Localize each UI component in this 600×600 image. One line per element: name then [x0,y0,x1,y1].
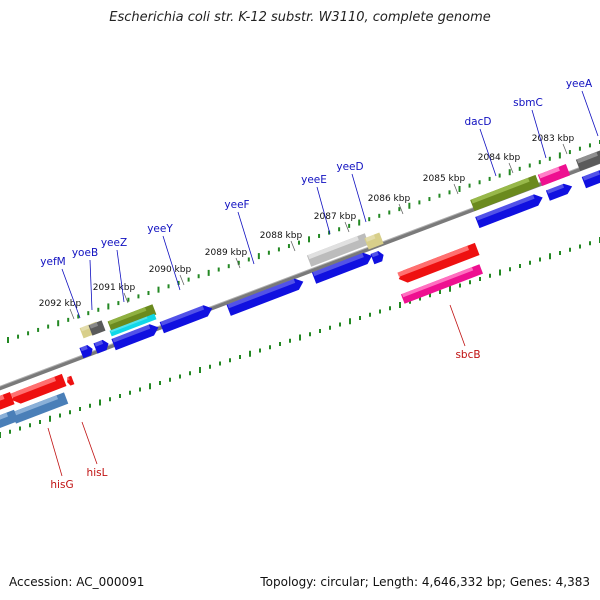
upper-tick-row [7,140,600,343]
feature-yeeZ [107,304,157,332]
ruler-tick-label: 2086 kbp [368,194,411,204]
gene-leader-line [81,421,98,465]
gene-leader-line [47,427,63,477]
feature-hisL-red [66,375,75,386]
feature-blue-9 [545,183,573,201]
feature-yoeB-box [88,320,106,336]
feature-dacD [470,174,540,212]
feature-blue-8 [475,194,543,229]
ruler-leader [508,162,514,174]
gene-label-hisG: hisG [50,479,73,491]
feature-yeeA [575,149,600,171]
ruler-leader [453,183,459,195]
position-ruler: 2092 kbp 2091 kbp 2090 kbp 2089 kbp 2088 kbp… [39,134,575,320]
ruler-tick-label: 2088 kbp [260,231,303,241]
ruler-leader [69,308,75,320]
feature-blue-7 [370,251,384,265]
ruler-tick-label: 2091 kbp [93,283,136,293]
ruler-leader [562,143,568,155]
gene-label-sbcB: sbcB [455,349,480,361]
feature-blue-2 [93,339,109,354]
feature-steel-left [0,409,19,431]
ruler-tick-label: 2092 kbp [39,299,82,309]
tick-marks [0,140,600,438]
ruler-tick-label: 2084 kbp [478,153,521,163]
feature-blue-5 [226,278,304,316]
gene-label-yeeA: yeeA [566,78,593,90]
gene-label-yeeZ: yeeZ [101,237,127,249]
map-title: Escherichia coli str. K-12 substr. W3110… [109,10,491,25]
ruler-leader [235,257,241,269]
gene-leader-line [61,268,81,319]
gene-label-hisL: hisL [87,467,108,479]
gene-label-yeeY: yeeY [147,223,173,235]
feature-yeeE [306,233,370,267]
feature-hisG-red [10,373,67,404]
feature-sbcB-pink [400,264,484,304]
gene-leader-line [479,128,497,177]
feature-blue-1 [79,345,93,359]
gene-label-sbmC: sbmC [513,97,543,109]
gene-features [0,149,600,431]
ruler-tick-label: 2087 kbp [314,212,357,222]
gene-leader-line [449,304,466,347]
gene-leader-line [581,90,599,137]
feature-blue-6 [311,252,372,284]
gene-label-yoeB: yoeB [72,247,98,259]
feature-blue-3 [111,324,159,351]
feature-red-left [0,391,15,410]
feature-yeeZ-cyan [109,313,157,337]
feature-blue-10 [581,170,600,189]
ruler-leader [344,221,350,233]
ruler-leader [123,292,129,304]
gene-label-dacD: dacD [465,116,492,128]
gene-label-yefM: yefM [40,256,65,268]
gene-leader-line [116,249,125,303]
ruler-tick-label: 2090 kbp [149,265,192,275]
lower-tick-row [0,237,600,438]
gene-leader-line [89,259,93,311]
feature-sbcB-red [397,242,480,283]
gene-leader-line [237,211,255,265]
gene-label-yeeF: yeeF [224,199,249,211]
gene-leader-line [316,186,331,235]
feature-yeeD-box [364,232,384,250]
genome-summary-text: Topology: circular; Length: 4,646,332 bp… [260,575,590,589]
ruler-leader [179,274,185,286]
gene-leader-line [162,235,181,291]
gene-leader-line [351,173,367,223]
gene-leader-line [531,109,547,159]
ruler-tick-label: 2085 kbp [423,174,466,184]
gene-label-yeeE: yeeE [301,174,327,186]
accession-text: Accession: AC_000091 [9,575,145,589]
feature-blue-4 [159,305,213,334]
gene-label-yeeD: yeeD [336,161,363,173]
ruler-leader [398,203,404,215]
ruler-tick-label: 2083 kbp [532,134,575,144]
feature-sbmC [537,164,571,186]
ruler-leader [290,240,296,252]
ruler-tick-label: 2089 kbp [205,248,248,258]
feature-hisG-steel [11,392,69,424]
